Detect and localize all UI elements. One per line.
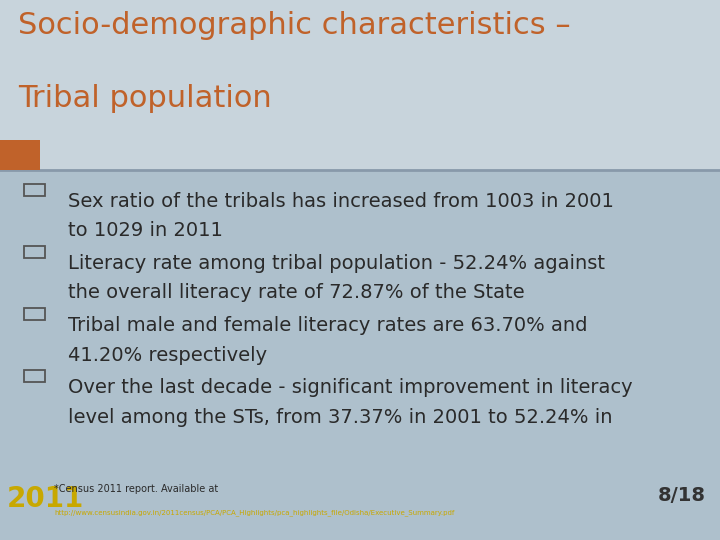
Text: http://www.censusindia.gov.in/2011census/PCA/PCA_Highlights/pca_highlights_file/: http://www.censusindia.gov.in/2011census… [54,509,454,516]
Text: Literacy rate among tribal population - 52.24% against: Literacy rate among tribal population - … [68,254,606,273]
Text: to 1029 in 2011: to 1029 in 2011 [68,221,223,240]
Text: 8/18: 8/18 [657,486,706,505]
Text: level among the STs, from 37.37% in 2001 to 52.24% in: level among the STs, from 37.37% in 2001… [68,408,613,427]
Text: Socio-demographic characteristics –: Socio-demographic characteristics – [18,11,571,40]
Text: 2011: 2011 [7,485,84,513]
Text: the overall literacy rate of 72.87% of the State: the overall literacy rate of 72.87% of t… [68,284,525,302]
FancyBboxPatch shape [0,140,40,170]
Text: Tribal male and female literacy rates are 63.70% and: Tribal male and female literacy rates ar… [68,316,588,335]
Text: Tribal population: Tribal population [18,84,271,113]
Text: *Census 2011 report. Available at: *Census 2011 report. Available at [54,484,218,494]
Text: Sex ratio of the tribals has increased from 1003 in 2001: Sex ratio of the tribals has increased f… [68,192,614,211]
FancyBboxPatch shape [0,0,720,170]
Text: 41.20% respectively: 41.20% respectively [68,346,268,365]
Text: Over the last decade - significant improvement in literacy: Over the last decade - significant impro… [68,378,633,397]
